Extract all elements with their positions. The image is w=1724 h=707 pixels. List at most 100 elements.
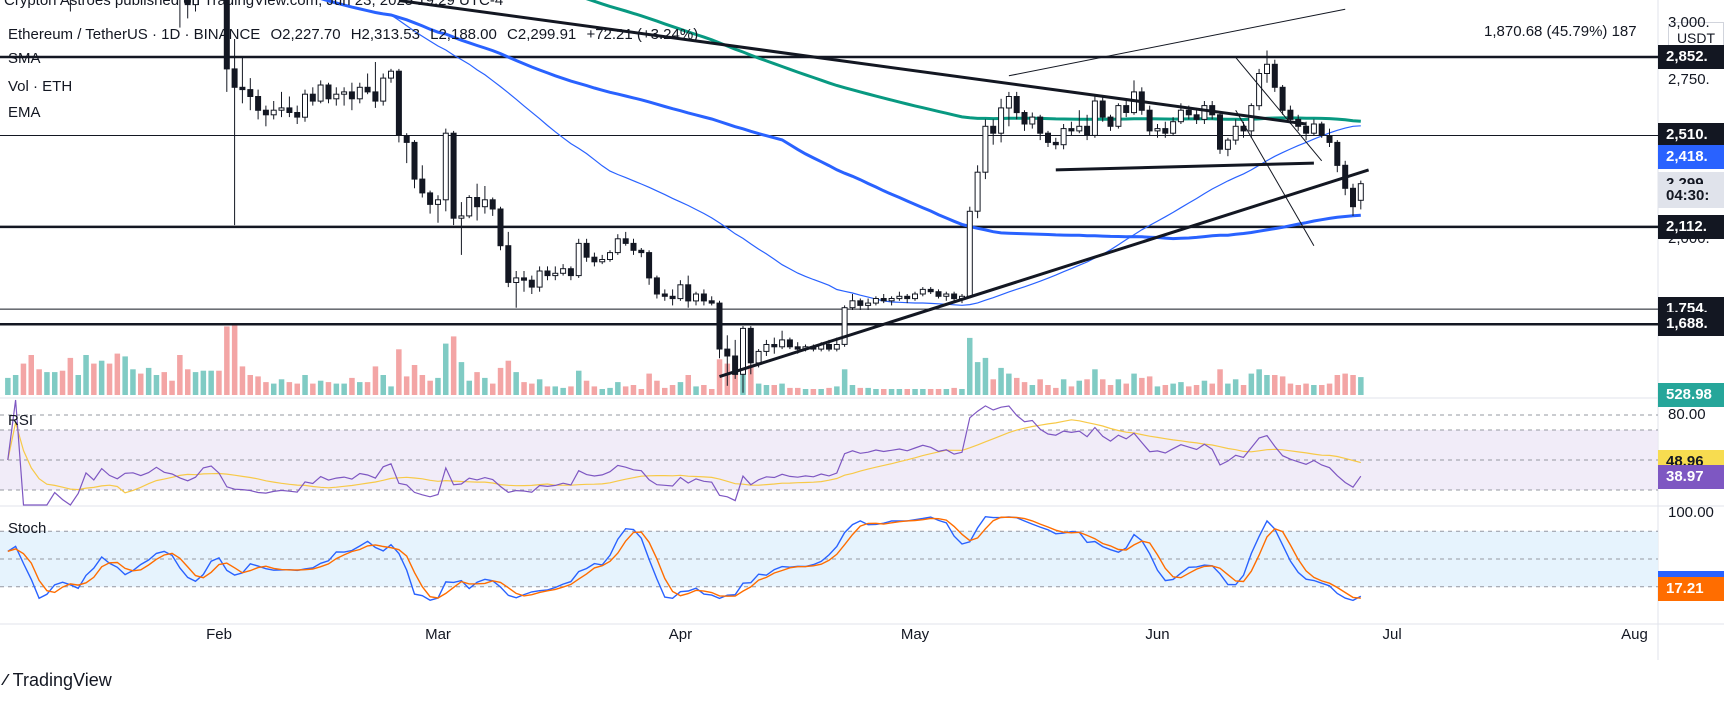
symbol-title[interactable]: Ethereum / TetherUS · 1D · BINANCE [8, 26, 261, 43]
volume-bar [349, 377, 355, 395]
candle-body [919, 288, 926, 295]
candle-body [247, 89, 254, 97]
candle-body [685, 284, 692, 302]
volume-bar [224, 326, 230, 395]
volume-bar [435, 377, 441, 395]
candle-body [309, 93, 316, 102]
candle-body [841, 307, 848, 345]
volume-bar [1170, 383, 1176, 395]
candle-body [262, 109, 269, 116]
volume-bar [810, 389, 817, 395]
volume-bar [544, 386, 551, 395]
volume-bar [36, 369, 42, 395]
volume-bar [67, 357, 74, 395]
volume-bar [5, 377, 11, 395]
candle-body [341, 91, 348, 95]
volume-bar [685, 375, 691, 395]
price-axis-tick: 2,750. [1668, 71, 1710, 88]
volume-bar [536, 379, 543, 395]
candle-body [1060, 128, 1067, 146]
candle-body [302, 93, 308, 118]
volume-bar [317, 380, 324, 395]
volume-bar [904, 389, 910, 395]
volume-bar [732, 370, 738, 395]
legend-ema[interactable]: EMA [8, 104, 41, 121]
legend-sma[interactable]: SMA [8, 50, 41, 67]
candle-body [1310, 123, 1317, 134]
tradingview-logo-icon: ⁄ [4, 671, 7, 689]
high-value: H2,313.53 [350, 26, 420, 43]
stoch-d-line [7, 516, 1361, 599]
volume-bar [1037, 379, 1043, 395]
volume-bar [1264, 375, 1270, 395]
candle-body [481, 199, 488, 208]
volume-bar [1201, 380, 1208, 395]
volume-bar [841, 369, 848, 395]
candle-body [779, 339, 786, 348]
volume-bar [529, 383, 535, 395]
volume-bar [857, 387, 863, 395]
candle-body [661, 293, 668, 297]
volume-bar [1334, 375, 1341, 395]
candle-body [622, 238, 629, 244]
candle-body [505, 245, 512, 283]
volume-bar [364, 382, 371, 395]
volume-bar [1068, 386, 1075, 395]
candle-body [646, 252, 653, 279]
candle-body [833, 344, 840, 350]
tradingview-logo[interactable]: ⁄ TradingView [4, 670, 112, 691]
trend-line [1235, 57, 1323, 162]
candle-body [857, 300, 864, 306]
candle-body [395, 70, 402, 136]
candle-body [521, 277, 527, 281]
volume-bar [138, 373, 144, 395]
legend-volume[interactable]: Vol · ETH [8, 78, 73, 95]
volume-bar [271, 383, 277, 395]
volume-bar [231, 325, 238, 395]
candle-body [1350, 187, 1356, 208]
volume-bar [974, 362, 981, 395]
volume-bar [1240, 385, 1247, 395]
volume-bar [607, 387, 613, 395]
candle-body [1115, 105, 1122, 127]
volume-bar [1287, 383, 1294, 395]
candle-body [364, 86, 371, 93]
volume-bar [779, 383, 785, 395]
volume-bar [748, 365, 754, 395]
stoch-label[interactable]: Stoch [8, 520, 47, 537]
price-tag: 2,852. [1658, 45, 1724, 69]
candle-body [732, 355, 739, 375]
candle-body [1123, 105, 1130, 113]
volume-bar [967, 337, 973, 395]
trend-line [1235, 109, 1315, 246]
volume-bar [654, 380, 660, 395]
volume-bar [560, 387, 566, 395]
volume-bar [177, 355, 183, 395]
candle-body [1005, 96, 1012, 109]
volume-bar [59, 370, 66, 395]
volume-bar [513, 372, 519, 395]
candle-body [888, 298, 895, 302]
x-axis-label: Aug [1621, 626, 1648, 643]
volume-bar [286, 382, 293, 395]
candle-body [716, 302, 723, 350]
candle-body [966, 210, 973, 297]
candle-body [630, 242, 637, 251]
volume-bar [98, 360, 105, 395]
candle-body [333, 93, 340, 100]
rsi-label[interactable]: RSI [8, 412, 34, 429]
x-axis-label: Jun [1145, 626, 1169, 643]
volume-bar [91, 363, 97, 395]
candle-body [599, 259, 606, 263]
volume-bar [755, 383, 762, 395]
volume-bar [920, 389, 926, 395]
candle-body [1021, 112, 1028, 125]
candle-body [1068, 128, 1075, 132]
volume-bar [208, 370, 214, 395]
volume-bar [709, 389, 715, 395]
candle-body [693, 293, 699, 302]
volume-bar [310, 383, 316, 395]
volume-bar [419, 375, 426, 395]
candle-body [1318, 123, 1325, 136]
